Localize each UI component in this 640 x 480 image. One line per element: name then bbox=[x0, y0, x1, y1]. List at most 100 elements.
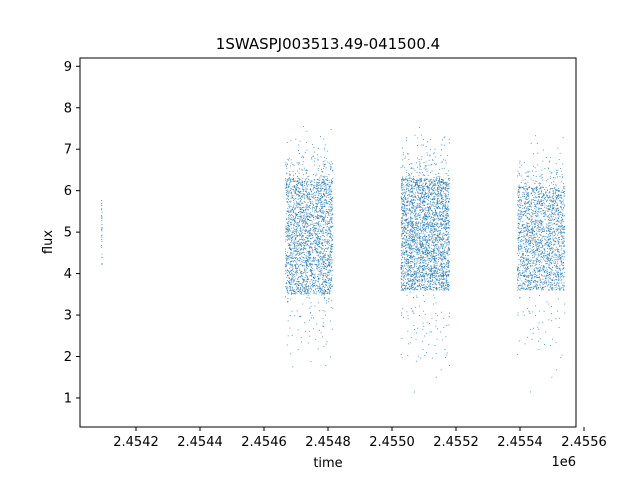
data-point bbox=[437, 271, 439, 273]
data-point bbox=[292, 223, 294, 225]
data-point bbox=[287, 280, 289, 282]
data-point bbox=[449, 261, 451, 262]
data-point bbox=[434, 252, 436, 254]
data-point bbox=[421, 207, 422, 209]
data-point bbox=[429, 277, 431, 279]
data-point bbox=[432, 284, 434, 286]
data-point bbox=[329, 236, 331, 238]
data-point bbox=[285, 238, 287, 240]
data-point bbox=[428, 246, 430, 248]
data-point bbox=[415, 306, 417, 308]
data-point bbox=[427, 186, 429, 188]
data-point bbox=[443, 289, 445, 291]
data-point bbox=[326, 282, 328, 284]
data-point bbox=[290, 192, 292, 194]
data-point bbox=[288, 281, 289, 283]
data-point bbox=[425, 223, 427, 225]
data-point bbox=[304, 247, 305, 249]
data-point bbox=[406, 281, 408, 283]
data-point bbox=[330, 207, 332, 208]
data-point bbox=[306, 265, 308, 267]
data-point bbox=[312, 243, 314, 245]
data-point bbox=[311, 235, 313, 236]
data-point bbox=[429, 231, 431, 233]
data-point bbox=[316, 251, 318, 253]
data-point bbox=[298, 281, 300, 283]
data-point bbox=[442, 223, 444, 225]
data-point bbox=[320, 291, 322, 293]
data-point bbox=[413, 237, 415, 239]
data-point bbox=[328, 222, 330, 224]
data-point bbox=[307, 264, 309, 266]
data-point bbox=[293, 225, 295, 227]
data-point bbox=[298, 195, 300, 196]
data-point bbox=[302, 195, 304, 197]
data-point bbox=[410, 287, 412, 289]
data-point bbox=[315, 339, 317, 340]
data-point bbox=[310, 188, 312, 190]
data-point bbox=[423, 185, 425, 187]
data-point bbox=[421, 275, 423, 277]
data-point bbox=[406, 228, 408, 230]
data-point bbox=[299, 288, 301, 290]
data-point bbox=[324, 290, 326, 292]
data-point bbox=[432, 222, 434, 224]
data-point bbox=[407, 262, 409, 264]
data-point bbox=[295, 293, 296, 295]
data-point bbox=[419, 244, 421, 246]
data-point bbox=[319, 238, 321, 240]
data-point bbox=[436, 228, 437, 230]
data-point bbox=[328, 204, 330, 206]
data-point bbox=[325, 267, 327, 269]
data-point bbox=[317, 231, 319, 233]
data-point bbox=[447, 204, 449, 206]
data-point bbox=[426, 226, 428, 228]
data-point bbox=[296, 285, 298, 287]
data-point bbox=[328, 206, 330, 208]
data-point bbox=[405, 254, 407, 256]
data-point bbox=[432, 201, 434, 203]
data-point bbox=[322, 291, 324, 293]
data-point bbox=[320, 196, 322, 198]
data-point bbox=[412, 177, 414, 179]
data-point bbox=[304, 221, 306, 223]
data-point bbox=[421, 212, 422, 214]
data-point bbox=[440, 243, 442, 245]
data-point bbox=[318, 217, 319, 219]
data-point bbox=[325, 212, 327, 214]
data-point bbox=[411, 275, 413, 277]
data-point bbox=[417, 187, 419, 189]
data-point bbox=[415, 227, 417, 228]
data-point bbox=[437, 223, 439, 225]
data-point bbox=[324, 163, 326, 165]
data-point bbox=[409, 248, 411, 250]
data-point bbox=[409, 244, 411, 246]
data-point bbox=[295, 189, 297, 191]
data-point bbox=[325, 281, 327, 283]
data-point bbox=[444, 349, 446, 350]
data-point bbox=[288, 192, 290, 194]
data-point bbox=[324, 256, 326, 258]
data-point bbox=[416, 295, 418, 297]
data-point bbox=[309, 225, 311, 227]
data-point bbox=[307, 237, 309, 239]
data-point bbox=[306, 222, 308, 224]
data-point bbox=[429, 189, 431, 191]
data-point bbox=[440, 227, 442, 229]
data-point bbox=[444, 136, 446, 138]
data-point bbox=[330, 182, 332, 184]
data-point bbox=[446, 207, 448, 209]
data-point bbox=[294, 221, 296, 222]
data-point bbox=[432, 237, 434, 239]
data-point bbox=[421, 238, 423, 240]
data-point bbox=[331, 197, 333, 199]
data-point bbox=[292, 291, 294, 293]
data-point bbox=[331, 222, 333, 224]
data-point bbox=[307, 275, 309, 277]
data-point bbox=[405, 268, 406, 270]
data-point bbox=[435, 287, 437, 289]
data-point bbox=[315, 209, 317, 211]
data-point bbox=[309, 232, 311, 234]
data-point bbox=[306, 170, 308, 172]
data-point bbox=[410, 229, 412, 230]
